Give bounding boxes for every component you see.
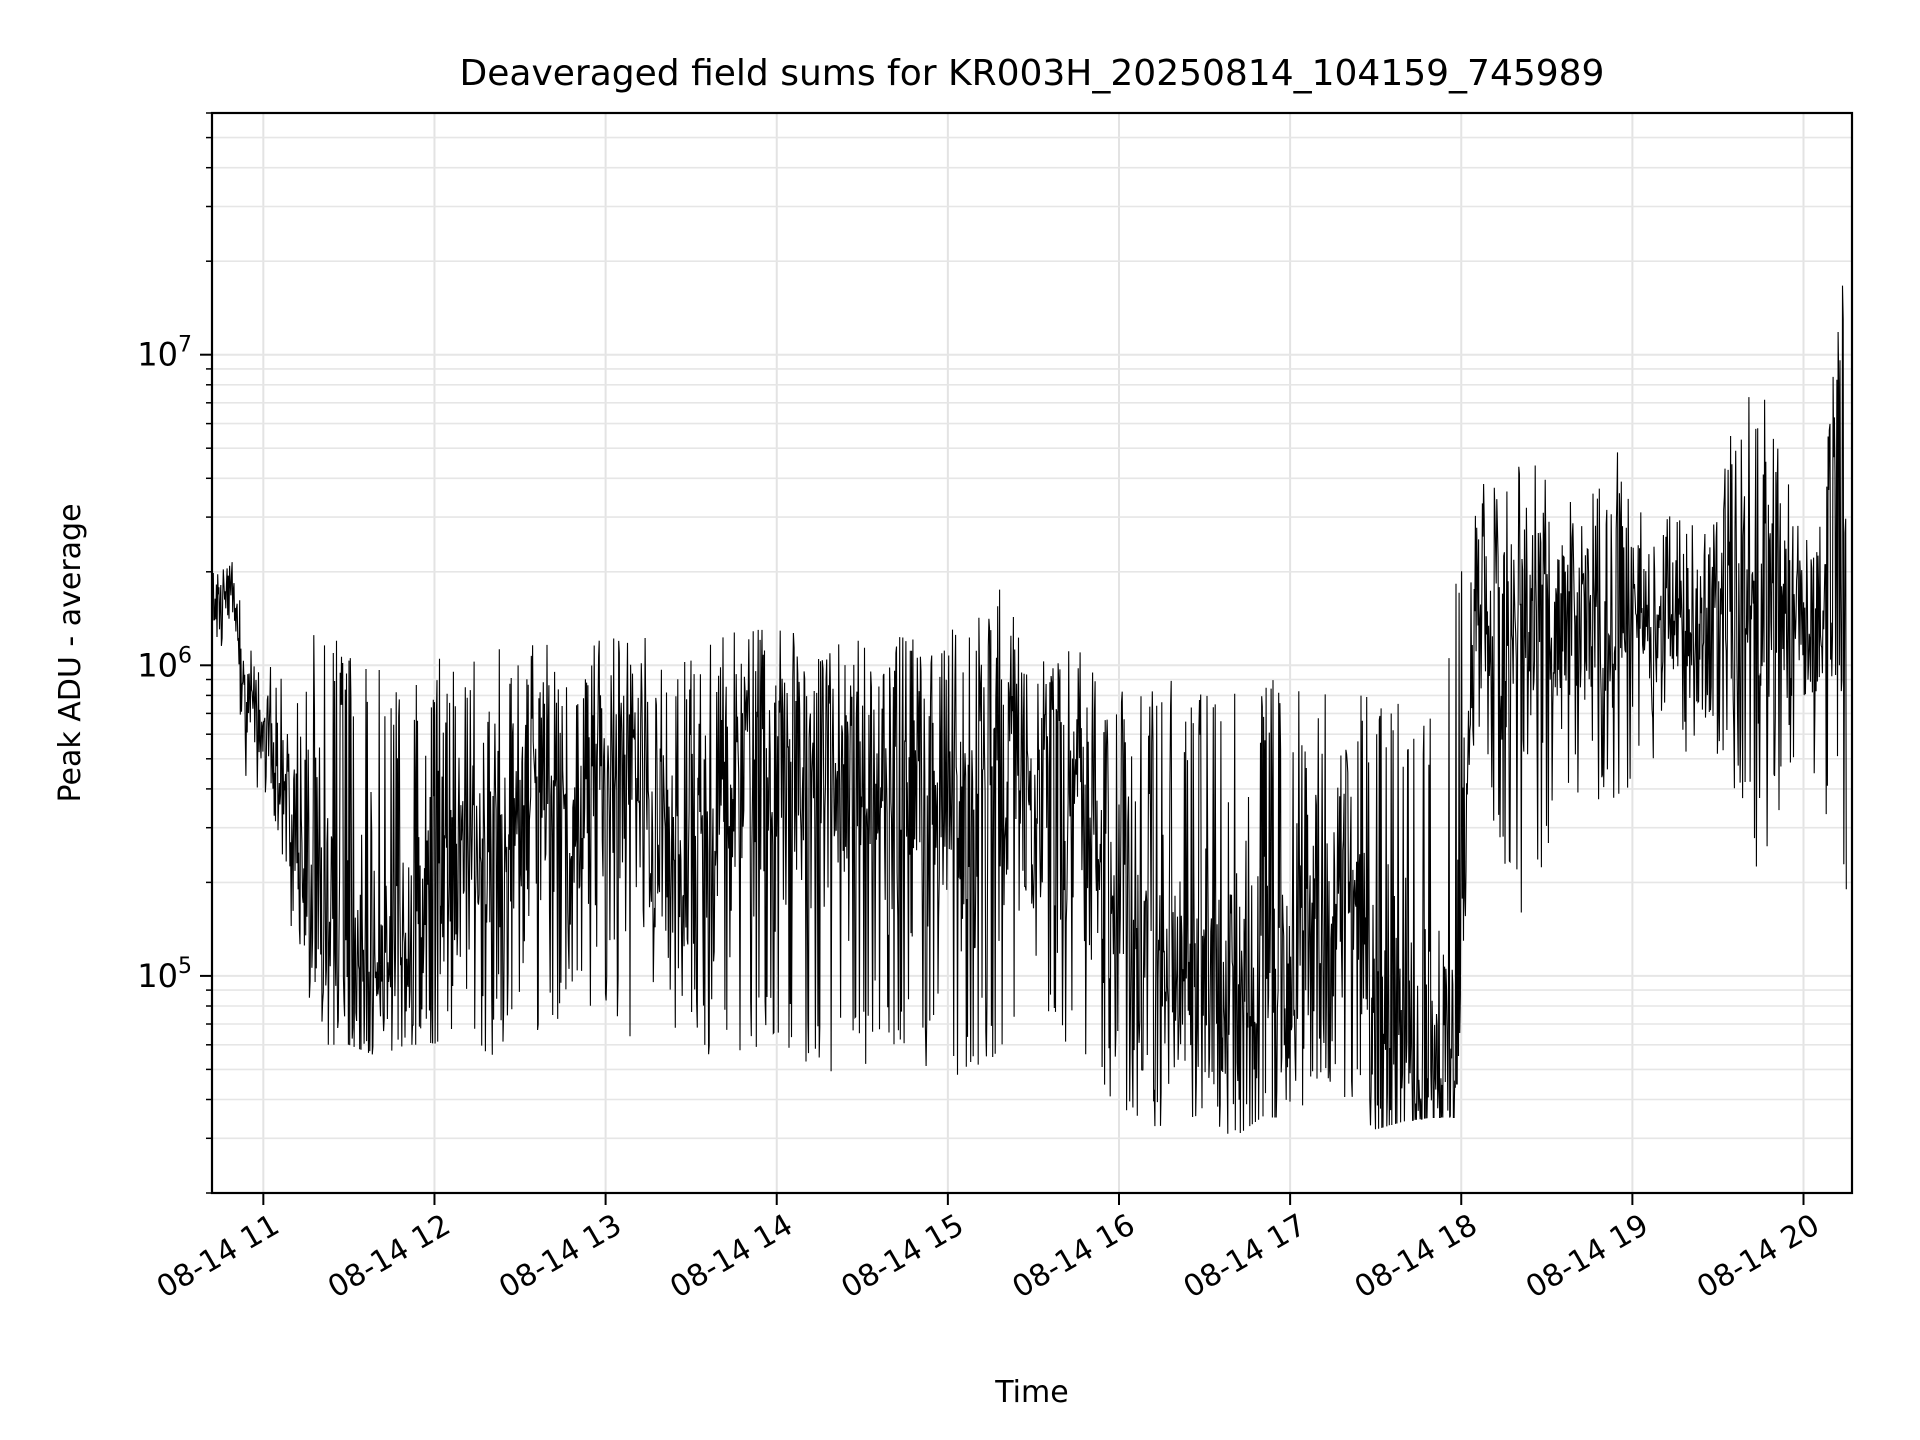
- x-tick-label: 08-14 16: [1007, 1208, 1141, 1306]
- series-line-path: [211, 285, 1847, 1134]
- x-tick-label: 08-14 17: [1178, 1208, 1312, 1306]
- series-line: [211, 285, 1847, 1134]
- y-axis-ticks: 105 106 107: [137, 112, 212, 1194]
- x-tick-label: 08-14 18: [1349, 1208, 1483, 1306]
- x-tick-label: 08-14 11: [151, 1208, 285, 1306]
- y-tick-label: 105: [137, 954, 192, 995]
- plot-frame: [210, 111, 1854, 1195]
- y-tick-label: 106: [137, 643, 192, 684]
- x-axis-ticks: 08-14 11 08-14 12 08-14 13 08-14 14 08-14 15…: [151, 1193, 1826, 1306]
- chart-title: Deaveraged field sums for KR003H_2025081…: [460, 53, 1605, 94]
- x-tick-label: 08-14 15: [836, 1208, 970, 1306]
- y-axis-label: Peak ADU - average: [53, 503, 88, 802]
- x-tick-label: 08-14 14: [664, 1208, 798, 1306]
- x-tick-label: 08-14 13: [493, 1208, 627, 1306]
- y-tick-label: 107: [137, 333, 192, 374]
- x-tick-label: 08-14 20: [1691, 1208, 1825, 1306]
- x-tick-label: 08-14 19: [1520, 1208, 1654, 1306]
- x-tick-label: 08-14 12: [322, 1208, 456, 1306]
- x-axis-label: Time: [994, 1375, 1068, 1410]
